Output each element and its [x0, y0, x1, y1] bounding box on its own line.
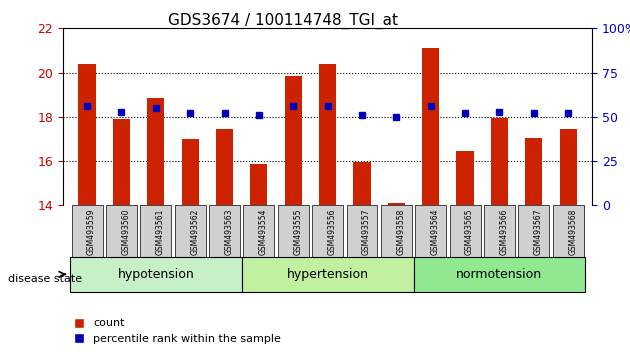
Text: GSM493561: GSM493561: [156, 209, 165, 255]
Text: GSM493556: GSM493556: [328, 209, 336, 256]
Text: GSM493564: GSM493564: [431, 209, 440, 256]
Bar: [285, 76, 302, 205]
Text: GSM493568: GSM493568: [568, 209, 577, 255]
Bar: [140, 205, 171, 257]
Text: GSM493567: GSM493567: [534, 209, 543, 256]
Bar: [243, 205, 274, 257]
Text: normotension: normotension: [456, 268, 542, 281]
Text: GSM493555: GSM493555: [293, 209, 302, 256]
Legend: count, percentile rank within the sample: count, percentile rank within the sample: [69, 314, 285, 348]
Text: disease state: disease state: [8, 274, 82, 284]
Bar: [353, 162, 370, 205]
Bar: [415, 205, 446, 257]
Bar: [525, 138, 542, 205]
Bar: [113, 119, 130, 205]
Text: GSM493554: GSM493554: [259, 209, 268, 256]
Bar: [106, 205, 137, 257]
Bar: [250, 164, 268, 205]
Text: GSM493559: GSM493559: [87, 209, 96, 256]
Bar: [346, 205, 377, 257]
Bar: [175, 205, 205, 257]
Bar: [553, 205, 583, 257]
Text: GSM493558: GSM493558: [396, 209, 405, 255]
Text: GSM493565: GSM493565: [465, 209, 474, 256]
Text: GSM493566: GSM493566: [500, 209, 508, 256]
Bar: [559, 129, 576, 205]
Bar: [79, 64, 96, 205]
Bar: [147, 98, 164, 205]
Bar: [457, 151, 474, 205]
Bar: [278, 205, 309, 257]
Bar: [70, 257, 242, 292]
Text: GSM493557: GSM493557: [362, 209, 371, 256]
Bar: [242, 257, 413, 292]
Bar: [422, 48, 439, 205]
Bar: [312, 205, 343, 257]
Bar: [216, 129, 233, 205]
Bar: [381, 205, 412, 257]
Text: hypotension: hypotension: [117, 268, 194, 281]
Bar: [518, 205, 549, 257]
Text: GSM493563: GSM493563: [224, 209, 234, 256]
Bar: [209, 205, 240, 257]
Text: GSM493560: GSM493560: [122, 209, 130, 256]
Bar: [491, 118, 508, 205]
Text: GSM493562: GSM493562: [190, 209, 199, 255]
Bar: [450, 205, 481, 257]
Bar: [387, 203, 405, 205]
Bar: [181, 139, 198, 205]
Bar: [413, 257, 585, 292]
Bar: [72, 205, 103, 257]
Text: GDS3674 / 100114748_TGI_at: GDS3674 / 100114748_TGI_at: [168, 12, 399, 29]
Bar: [319, 64, 336, 205]
Text: hypertension: hypertension: [287, 268, 369, 281]
Bar: [484, 205, 515, 257]
